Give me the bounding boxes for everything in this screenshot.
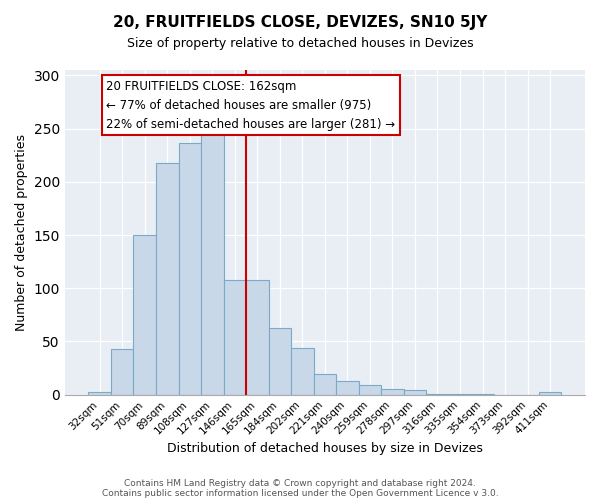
Bar	[246, 280, 269, 394]
Text: Size of property relative to detached houses in Devizes: Size of property relative to detached ho…	[127, 38, 473, 51]
Bar	[133, 235, 156, 394]
Bar	[269, 328, 291, 394]
Bar	[156, 162, 179, 394]
Bar	[179, 144, 201, 394]
Bar	[201, 130, 224, 394]
Bar	[336, 381, 359, 394]
Text: 20 FRUITFIELDS CLOSE: 162sqm
← 77% of detached houses are smaller (975)
22% of s: 20 FRUITFIELDS CLOSE: 162sqm ← 77% of de…	[106, 80, 395, 130]
Bar	[224, 280, 246, 394]
X-axis label: Distribution of detached houses by size in Devizes: Distribution of detached houses by size …	[167, 442, 483, 455]
Text: 20, FRUITFIELDS CLOSE, DEVIZES, SN10 5JY: 20, FRUITFIELDS CLOSE, DEVIZES, SN10 5JY	[113, 15, 487, 30]
Y-axis label: Number of detached properties: Number of detached properties	[15, 134, 28, 331]
Bar	[381, 390, 404, 394]
Text: Contains public sector information licensed under the Open Government Licence v : Contains public sector information licen…	[101, 488, 499, 498]
Bar	[88, 392, 111, 394]
Bar	[111, 349, 133, 395]
Bar	[291, 348, 314, 395]
Bar	[404, 390, 426, 394]
Bar	[539, 392, 562, 394]
Bar	[314, 374, 336, 394]
Bar	[359, 385, 381, 394]
Text: Contains HM Land Registry data © Crown copyright and database right 2024.: Contains HM Land Registry data © Crown c…	[124, 478, 476, 488]
